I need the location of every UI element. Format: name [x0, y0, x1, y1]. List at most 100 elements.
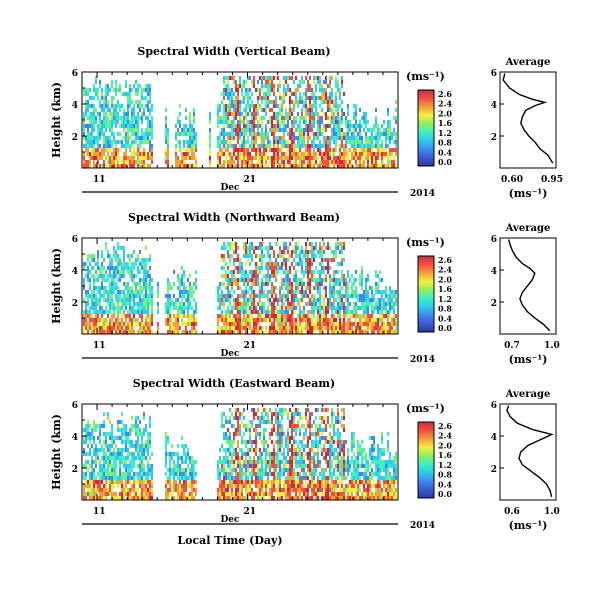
heatmap-cell	[103, 136, 105, 140]
heatmap-cell	[365, 310, 367, 314]
heatmap-cell	[361, 116, 363, 120]
heatmap-cell	[109, 476, 111, 480]
heatmap-cell	[325, 278, 327, 282]
heatmap-cell	[99, 326, 101, 330]
heatmap-cell	[193, 120, 195, 124]
heatmap-cell	[265, 152, 267, 156]
heatmap-cell	[151, 156, 153, 160]
heatmap-cell	[227, 420, 229, 424]
heatmap-cell	[305, 258, 307, 262]
heatmap-cell	[217, 124, 219, 128]
heatmap-cell	[335, 278, 337, 282]
heatmap-cell	[315, 326, 317, 330]
heatmap-cell	[115, 112, 117, 116]
heatmap-cell	[221, 246, 223, 250]
heatmap-cell	[391, 330, 393, 334]
heatmap-cell	[101, 250, 103, 254]
heatmap-cell	[241, 144, 243, 148]
heatmap-cell	[285, 266, 287, 270]
heatmap-cell	[109, 140, 111, 144]
heatmap-cell	[187, 298, 189, 302]
heatmap-cell	[247, 96, 249, 100]
heatmap-cell	[95, 164, 97, 168]
heatmap-cell	[139, 116, 141, 120]
heatmap-cell	[125, 302, 127, 306]
heatmap-cell	[299, 302, 301, 306]
heatmap-cell	[103, 164, 105, 168]
heatmap-cell	[217, 330, 219, 334]
heatmap-cell	[383, 302, 385, 306]
heatmap-cell	[107, 152, 109, 156]
heatmap-cell	[133, 274, 135, 278]
heatmap-cell	[335, 128, 337, 132]
heatmap-cell	[355, 136, 357, 140]
heatmap-cell	[143, 444, 145, 448]
heatmap-cell	[137, 282, 139, 286]
heatmap-cell	[235, 412, 237, 416]
heatmap-cell	[137, 472, 139, 476]
heatmap-cell	[139, 468, 141, 472]
heatmap-cell	[247, 448, 249, 452]
heatmap-cell	[139, 310, 141, 314]
heatmap-cell	[327, 306, 329, 310]
heatmap-cell	[303, 254, 305, 258]
heatmap-cell	[181, 488, 183, 492]
heatmap-cell	[327, 152, 329, 156]
heatmap-cell	[273, 88, 275, 92]
heatmap-cell	[341, 108, 343, 112]
heatmap-cell	[381, 290, 383, 294]
heatmap-cell	[343, 302, 345, 306]
heatmap-cell	[133, 452, 135, 456]
heatmap-cell	[103, 140, 105, 144]
heatmap-cell	[131, 100, 133, 104]
heatmap-cell	[113, 468, 115, 472]
heatmap-cell	[121, 120, 123, 124]
heatmap-cell	[341, 294, 343, 298]
heatmap-cell	[235, 148, 237, 152]
heatmap-cell	[349, 326, 351, 330]
heatmap-cell	[257, 330, 259, 334]
heatmap-cell	[219, 480, 221, 484]
heatmap-cell	[295, 326, 297, 330]
heatmap-cell	[253, 274, 255, 278]
heatmap-cell	[341, 258, 343, 262]
heatmap-cell	[193, 116, 195, 120]
heatmap-cell	[111, 484, 113, 488]
heatmap-cell	[341, 274, 343, 278]
heatmap-cell	[383, 326, 385, 330]
heatmap-cell	[305, 326, 307, 330]
heatmap-cell	[369, 144, 371, 148]
heatmap-cell	[87, 298, 89, 302]
heatmap-cell	[165, 436, 167, 440]
heatmap-cell	[223, 112, 225, 116]
heatmap-cell	[387, 164, 389, 168]
heatmap-cell	[291, 144, 293, 148]
heatmap-cell	[109, 322, 111, 326]
heatmap-cell	[121, 460, 123, 464]
heatmap-cell	[301, 326, 303, 330]
heatmap-cell	[335, 250, 337, 254]
heatmap-cell	[145, 84, 147, 88]
heatmap-cell	[259, 310, 261, 314]
heatmap-cell	[335, 160, 337, 164]
heatmap-cell	[287, 318, 289, 322]
heatmap-cell	[289, 286, 291, 290]
heatmap-cell	[323, 270, 325, 274]
heatmap-cell	[121, 484, 123, 488]
heatmap-cell	[305, 152, 307, 156]
heatmap-cell	[219, 282, 221, 286]
heatmap-cell	[383, 152, 385, 156]
heatmap-cell	[89, 270, 91, 274]
heatmap-cell	[247, 152, 249, 156]
heatmap-cell	[329, 120, 331, 124]
heatmap-cell	[225, 460, 227, 464]
heatmap-cell	[99, 488, 101, 492]
heatmap-cell	[309, 318, 311, 322]
heatmap-cell	[139, 270, 141, 274]
heatmap-cell	[143, 452, 145, 456]
heatmap-cell	[349, 124, 351, 128]
heatmap-cell	[351, 286, 353, 290]
heatmap-cell	[245, 428, 247, 432]
heatmap-cell	[191, 306, 193, 310]
heatmap-cell	[287, 124, 289, 128]
